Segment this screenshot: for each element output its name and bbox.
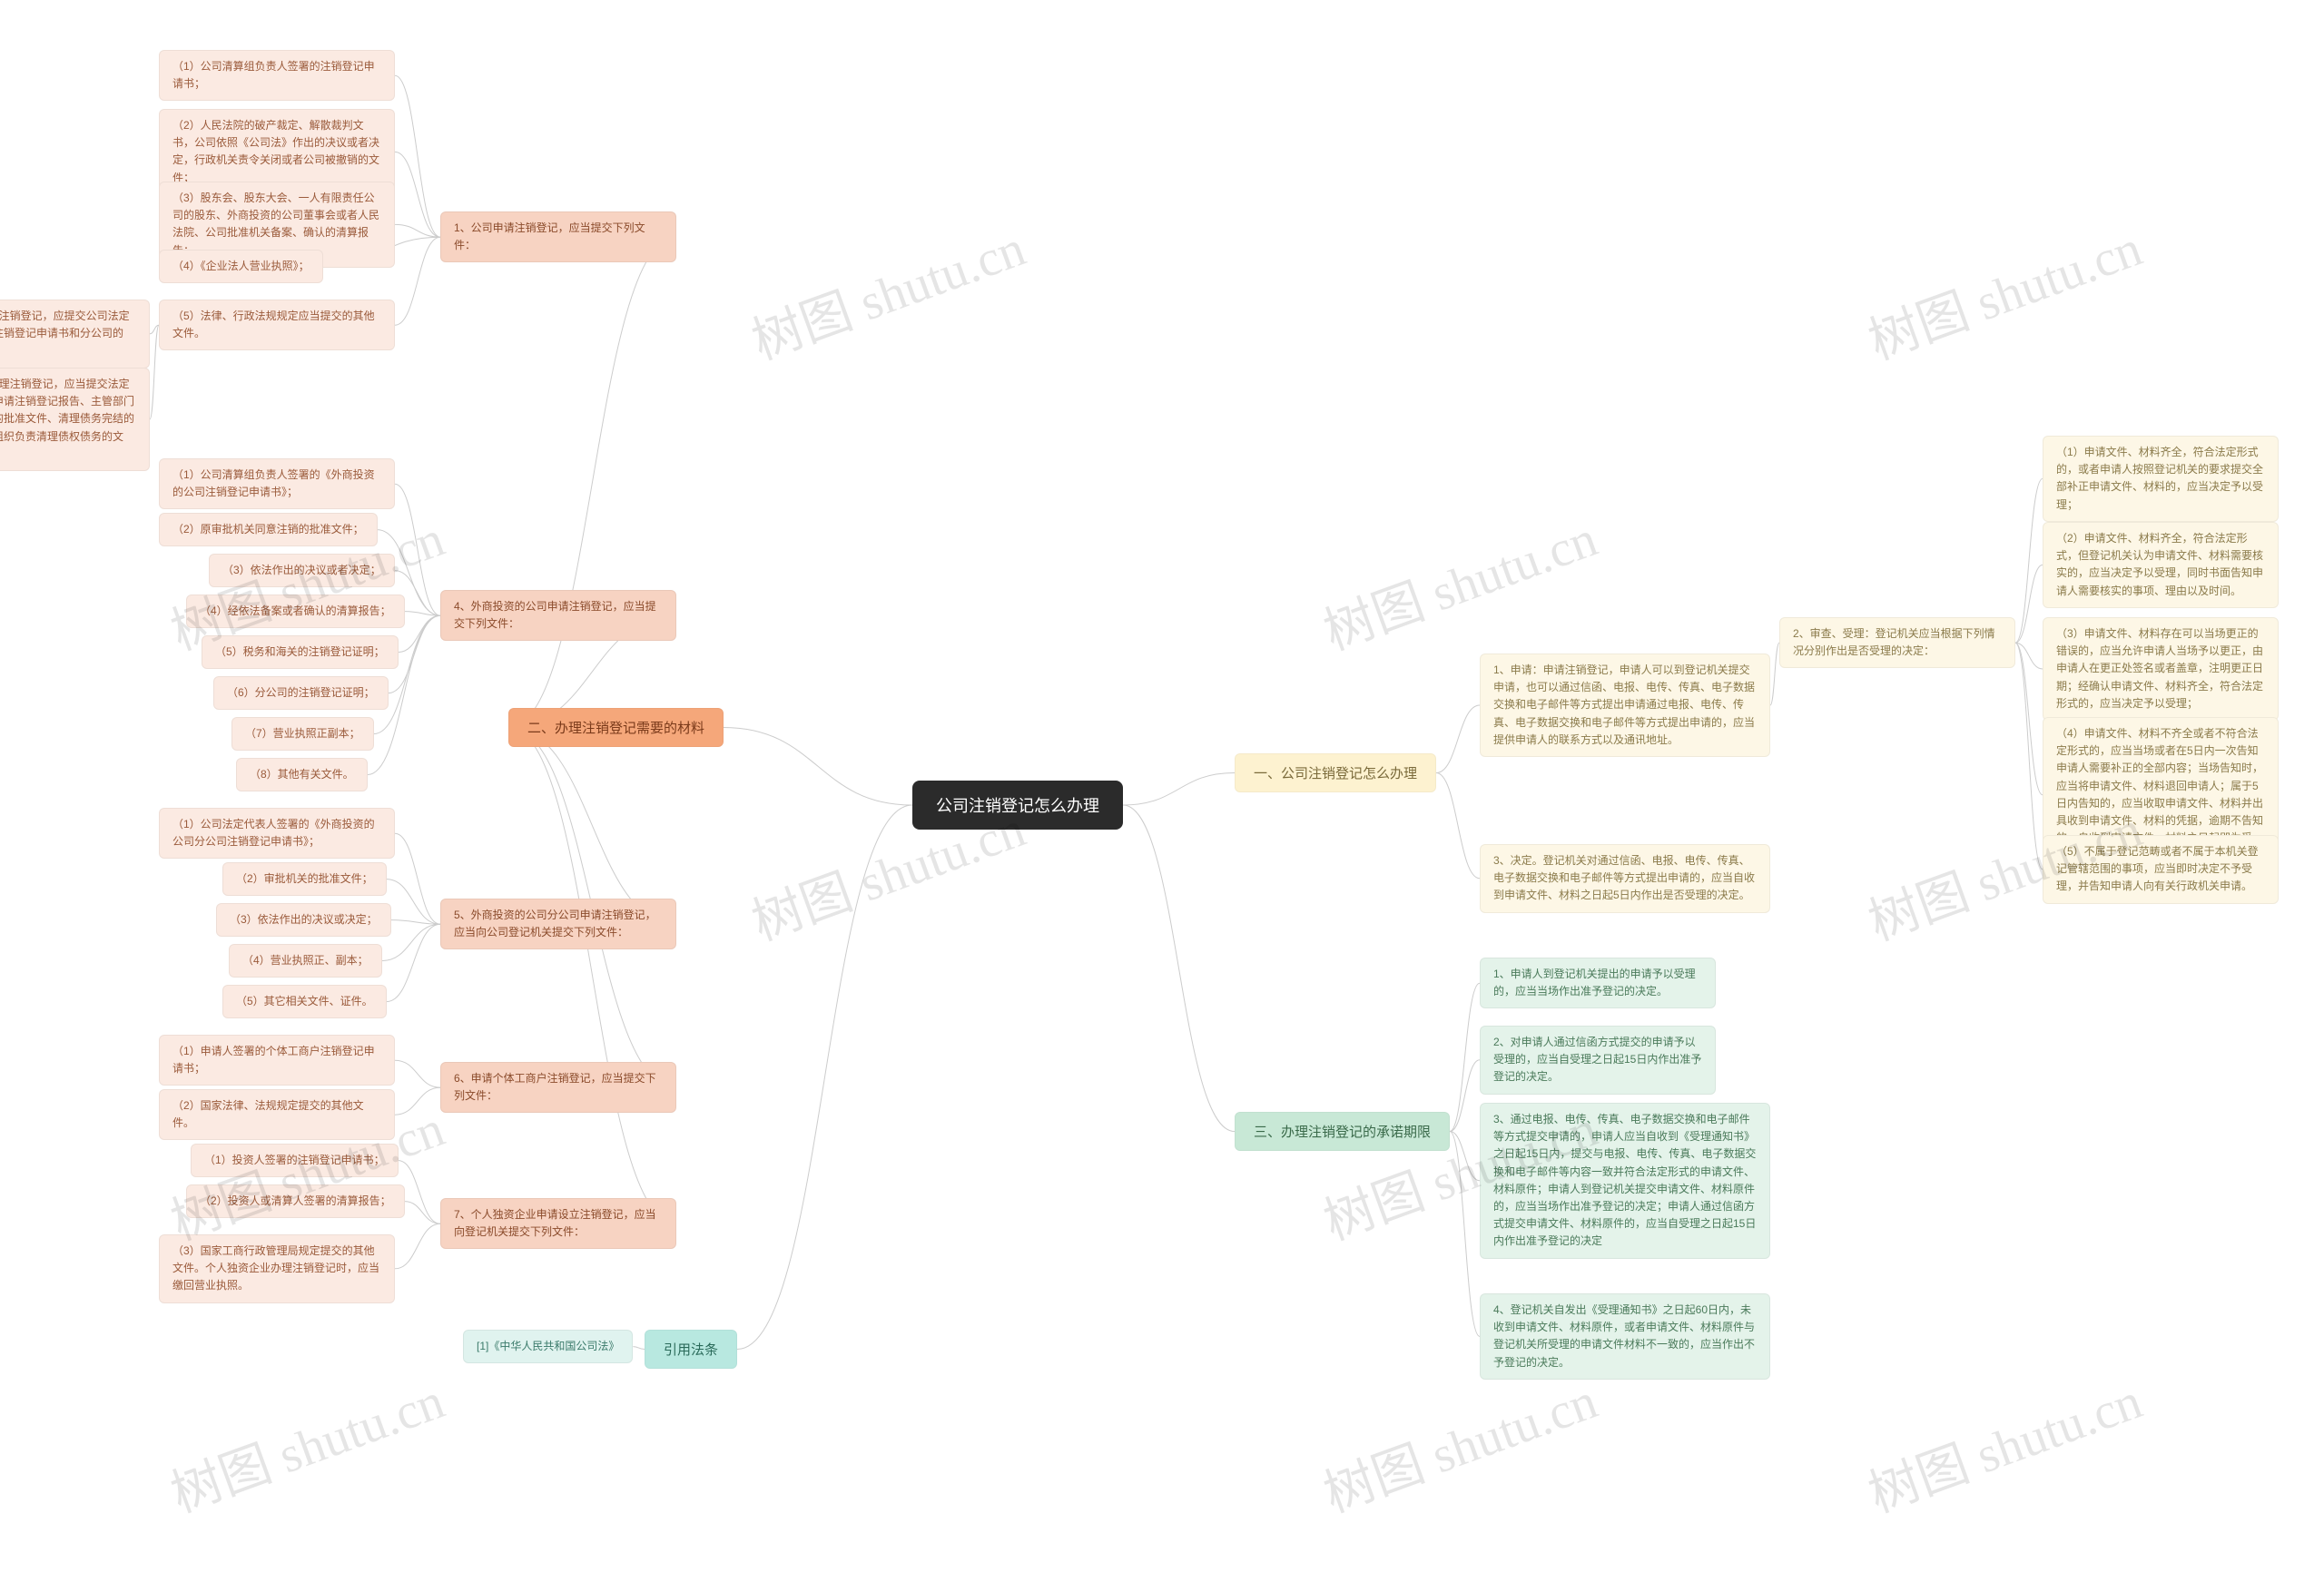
leaf-node: （4）营业执照正、副本； xyxy=(229,944,382,978)
leaf-node: （1）公司清算组负责人签署的注销登记申请书； xyxy=(159,50,395,101)
watermark: 树图 shutu.cn xyxy=(1313,498,1606,665)
leaf-node: （1）申请人签署的个体工商户注销登记申请书； xyxy=(159,1035,395,1086)
leaf-node: （1）申请文件、材料齐全，符合法定形式的，或者申请人按照登记机关的要求提交全部补… xyxy=(2043,436,2279,522)
leaf-node: 3、决定。登记机关对通过信函、电报、电传、传真、电子数据交换和电子邮件等方式提出… xyxy=(1480,844,1770,913)
leaf-node: （3）国家工商行政管理局规定提交的其他文件。个人独资企业办理注销登记时，应当缴回… xyxy=(159,1234,395,1303)
leaf-node: （5）不属于登记范畴或者不属于本机关登记管辖范围的事项，应当即时决定不予受理，并… xyxy=(2043,835,2279,904)
leaf-node: （2）审批机关的批准文件； xyxy=(222,862,387,896)
leaf-node: 7、个人独资企业申请设立注销登记，应当向登记机关提交下列文件： xyxy=(440,1198,676,1249)
watermark: 树图 shutu.cn xyxy=(1313,1361,1606,1528)
branch-node: 二、办理注销登记需要的材料 xyxy=(508,708,724,747)
leaf-node: （4）《企业法人营业执照》； xyxy=(159,250,323,283)
root-node: 公司注销登记怎么办理 xyxy=(912,781,1123,830)
watermark: 树图 shutu.cn xyxy=(1857,1361,2151,1528)
leaf-node: 4、登记机关自发出《受理通知书》之日起60日内，未收到申请文件、材料原件，或者申… xyxy=(1480,1293,1770,1380)
leaf-node: （3）依法作出的决议或决定； xyxy=(216,903,391,937)
leaf-node: （2）投资人或清算人签署的清算报告； xyxy=(186,1184,405,1218)
watermark: 树图 shutu.cn xyxy=(741,208,1034,375)
leaf-node: （5）税务和海关的注销登记证明； xyxy=(202,635,399,669)
leaf-node: 4、外商投资的公司申请注销登记，应当提交下列文件： xyxy=(440,590,676,641)
leaf-node: （4）经依法备案或者确认的清算报告； xyxy=(186,595,405,628)
leaf-node: （7）营业执照正副本； xyxy=(231,717,374,751)
leaf-node: 2、分公司申请注销登记，应提交公司法定代表人签署的注销登记申请书和分公司的《营业… xyxy=(0,300,150,369)
leaf-node: 2、审查、受理：登记机关应当根据下列情况分别作出是否受理的决定： xyxy=(1779,617,2015,668)
leaf-node: （8）其他有关文件。 xyxy=(236,758,368,791)
leaf-node: （2）国家法律、法规规定提交的其他文件。 xyxy=(159,1089,395,1140)
leaf-node: 1、申请：申请注销登记，申请人可以到登记机关提交申请，也可以通过信函、电报、电传… xyxy=(1480,654,1770,757)
leaf-node: （2）申请文件、材料齐全，符合法定形式，但登记机关认为申请文件、材料需要核实的，… xyxy=(2043,522,2279,608)
leaf-node: （1）投资人签署的注销登记申请书； xyxy=(191,1144,399,1177)
leaf-node: （1）公司清算组负责人签署的《外商投资的公司注销登记申请书》； xyxy=(159,458,395,509)
leaf-node: 2、对申请人通过信函方式提交的申请予以受理的，应当自受理之日起15日内作出准予登… xyxy=(1480,1026,1716,1095)
leaf-node: 6、申请个体工商户注销登记，应当提交下列文件： xyxy=(440,1062,676,1113)
leaf-node: （5）法律、行政法规规定应当提交的其他文件。 xyxy=(159,300,395,350)
leaf-node: 3、企业法人办理注销登记，应当提交法定代表人签署的申请注销登记报告、主管部门或者… xyxy=(0,368,150,471)
leaf-node: （5）其它相关文件、证件。 xyxy=(222,985,387,1018)
watermark: 树图 shutu.cn xyxy=(160,1361,453,1528)
leaf-node: 5、外商投资的公司分公司申请注销登记，应当向公司登记机关提交下列文件： xyxy=(440,899,676,949)
leaf-node: （6）分公司的注销登记证明； xyxy=(213,676,389,710)
leaf-node: （2）原审批机关同意注销的批准文件； xyxy=(159,513,378,546)
leaf-node: 1、申请人到登记机关提出的申请予以受理的，应当当场作出准予登记的决定。 xyxy=(1480,958,1716,1008)
branch-node: 引用法条 xyxy=(645,1330,737,1369)
leaf-node: [1]《中华人民共和国公司法》 xyxy=(463,1330,633,1363)
branch-node: 三、办理注销登记的承诺期限 xyxy=(1235,1112,1450,1151)
watermark: 树图 shutu.cn xyxy=(1857,208,2151,375)
branch-node: 一、公司注销登记怎么办理 xyxy=(1235,753,1436,792)
leaf-node: （3）申请文件、材料存在可以当场更正的错误的，应当允许申请人当场予以更正，由申请… xyxy=(2043,617,2279,721)
leaf-node: 3、通过电报、电传、传真、电子数据交换和电子邮件等方式提交申请的，申请人应当自收… xyxy=(1480,1103,1770,1259)
leaf-node: （3）依法作出的决议或者决定； xyxy=(209,554,395,587)
leaf-node: 1、公司申请注销登记，应当提交下列文件： xyxy=(440,211,676,262)
leaf-node: （1）公司法定代表人签署的《外商投资的公司分公司注销登记申请书》； xyxy=(159,808,395,859)
